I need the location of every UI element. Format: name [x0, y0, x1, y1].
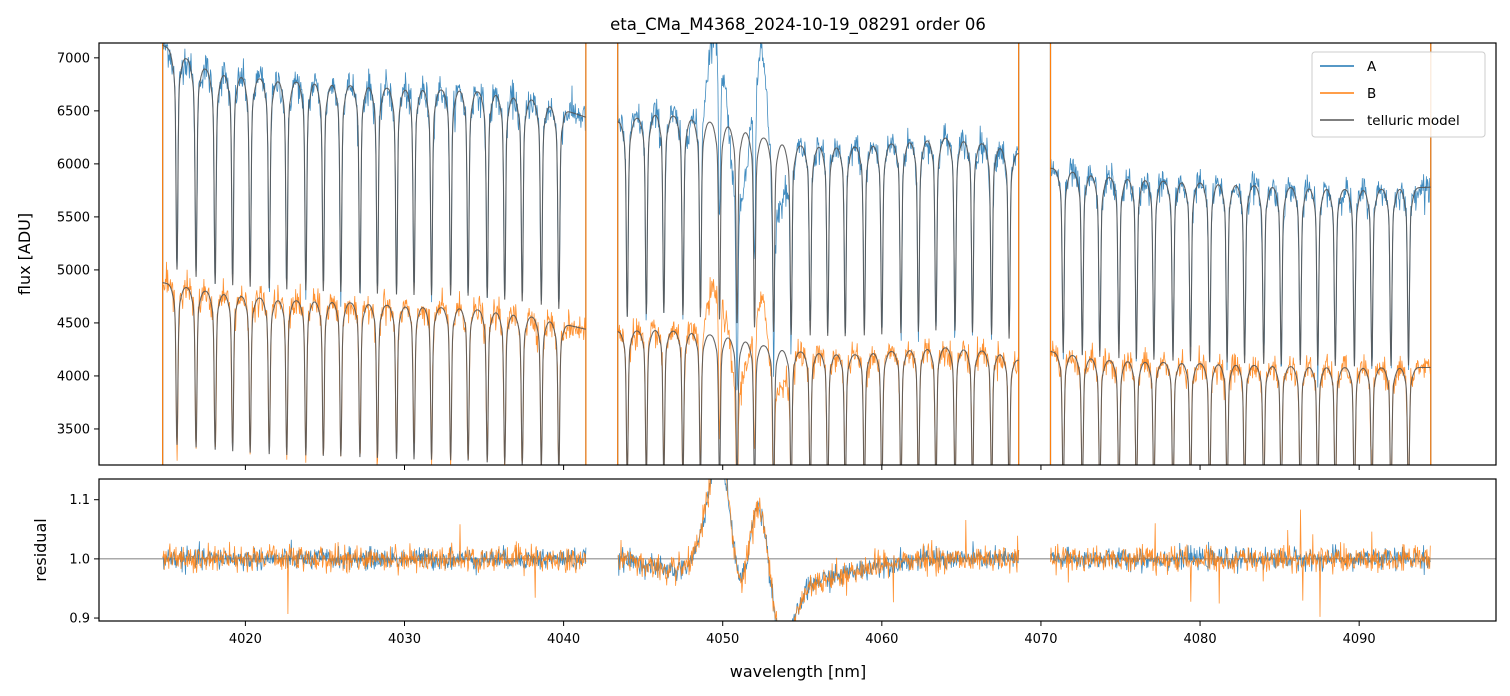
flux-y-ticks: 3500 4000 4500 5000 5500 6000 6500 7000 — [57, 51, 99, 437]
legend: A B telluric model — [1311, 51, 1486, 138]
residual-y-tick-label: 0.9 — [69, 612, 90, 627]
residual-axes-frame — [98, 478, 1497, 622]
x-tick-label: 4050 — [706, 632, 739, 647]
legend-label-b: B — [1367, 86, 1376, 102]
x-tick-label: 4090 — [1343, 632, 1376, 647]
residual-x-ticks: 4020 4030 4040 4050 4060 4070 4080 4090 — [229, 621, 1376, 647]
residual-panel: 0.91.01.1 4020 4030 4040 4050 4060 4070 4080 40… — [31, 478, 1497, 681]
flux-y-tick-label: 7000 — [57, 51, 90, 66]
residual-y-ticks: 0.9 1.0 1.1 — [69, 493, 99, 627]
x-tick-label: 4030 — [388, 632, 421, 647]
residual-series-b-segment-2 — [617, 479, 1020, 621]
residual-series-b-segment-1 — [162, 524, 587, 615]
flux-y-tick-label: 5500 — [57, 210, 90, 225]
residual-series-b — [162, 479, 1431, 621]
telluric-model-a-segment-3 — [1050, 167, 1431, 367]
chart-title: eta_CMa_M4368_2024-10-19_08291 order 06 — [610, 15, 986, 35]
x-tick-label: 4080 — [1184, 632, 1217, 647]
legend-box — [1311, 51, 1486, 138]
telluric-model-a-segment-2 — [617, 114, 1019, 339]
telluric-model-b-segment-2 — [617, 330, 1019, 465]
telluric-model-b-segment-1 — [162, 282, 587, 465]
flux-plot-area — [162, 43, 1432, 465]
residual-series-b-segment-3 — [1050, 509, 1431, 617]
legend-label-telluric-model: telluric model — [1367, 113, 1460, 129]
flux-y-tick-label: 5000 — [57, 263, 90, 278]
flux-y-tick-label: 6500 — [57, 104, 90, 119]
residual-y-axis-label: residual — [31, 518, 50, 581]
flux-y-tick-label: 3500 — [57, 422, 90, 437]
x-tick-label: 4060 — [865, 632, 898, 647]
series-b — [162, 43, 1432, 465]
flux-y-tick-label: 4500 — [57, 316, 90, 331]
flux-x-ticks — [244, 465, 1360, 470]
flux-y-tick-label: 6000 — [57, 157, 90, 172]
x-tick-label: 4020 — [229, 632, 262, 647]
telluric-model-b-segment-3 — [1050, 351, 1431, 465]
flux-axes-frame — [98, 42, 1497, 466]
residual-plot-area — [99, 479, 1496, 621]
series-telluric-model — [162, 44, 1431, 465]
residual-y-tick-label: 1.0 — [69, 552, 90, 567]
flux-y-tick-label: 4000 — [57, 369, 90, 384]
x-tick-label: 4070 — [1024, 632, 1057, 647]
residual-y-tick-label: 1.1 — [69, 493, 90, 508]
x-tick-label: 4040 — [547, 632, 580, 647]
flux-y-axis-label: flux [ADU] — [15, 213, 34, 295]
legend-label-a: A — [1367, 59, 1377, 75]
x-axis-label: wavelength [nm] — [730, 662, 867, 681]
flux-panel: 3500 4000 4500 5000 5500 6000 6500 7000 flux [A… — [15, 42, 1497, 470]
telluric-model-a-segment-1 — [162, 44, 587, 309]
